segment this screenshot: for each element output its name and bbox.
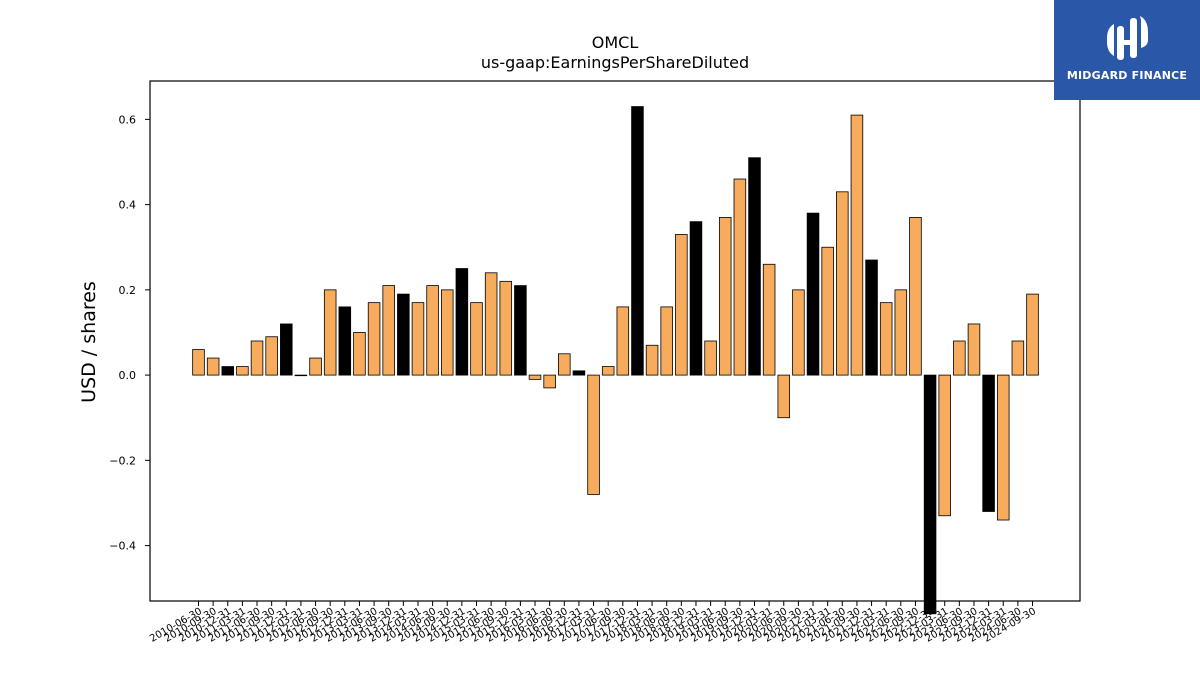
bar <box>294 374 308 377</box>
bar <box>206 357 220 376</box>
bar <box>982 374 995 512</box>
y-tick-label: −0.2 <box>109 454 136 467</box>
bar <box>250 340 264 376</box>
bar <box>879 302 893 376</box>
bar <box>543 374 556 389</box>
bar <box>528 374 542 380</box>
bar <box>909 216 922 376</box>
bar <box>353 332 366 376</box>
bar <box>836 191 849 376</box>
bar <box>280 323 293 376</box>
bar <box>806 212 820 376</box>
bar <box>236 366 249 376</box>
bar <box>499 280 513 376</box>
x-axis: 2010-06-302010-09-302010-12-312011-03-31… <box>148 601 1038 645</box>
bar <box>484 272 498 376</box>
bar <box>850 114 864 376</box>
bar <box>397 293 410 376</box>
y-tick-label: 0.4 <box>119 199 137 212</box>
bar <box>631 106 644 376</box>
bar <box>938 374 951 517</box>
bar <box>865 259 878 376</box>
bar <box>762 263 776 376</box>
bar <box>440 289 454 376</box>
chart-subtitle: us-gaap:EarningsPerShareDiluted <box>481 53 749 72</box>
bar <box>309 357 322 376</box>
bar <box>777 374 791 419</box>
bar <box>514 285 527 376</box>
bar <box>382 285 395 376</box>
y-tick-label: 0.6 <box>119 113 137 126</box>
y-tick-label: −0.4 <box>109 540 136 553</box>
y-tick-label: 0.0 <box>119 369 137 382</box>
bar <box>192 349 205 376</box>
bar <box>323 289 337 376</box>
bar <box>455 268 469 376</box>
bar <box>894 289 908 376</box>
bar <box>601 366 615 376</box>
bar <box>675 234 688 376</box>
bar <box>572 370 586 376</box>
bar <box>953 340 966 376</box>
logo-text: MIDGARD FINANCE <box>1066 69 1188 82</box>
bar <box>558 353 571 376</box>
bar <box>792 289 805 376</box>
y-axis: 0.6 0.4 0.2 0.0 −0.2 −0.4 <box>109 113 150 553</box>
bar <box>967 323 981 376</box>
bar <box>221 366 235 376</box>
bar <box>1011 340 1025 376</box>
bar <box>923 374 937 615</box>
bar <box>426 285 439 376</box>
bars <box>192 106 1039 615</box>
bar <box>616 306 630 376</box>
chart-title: OMCL <box>592 33 639 52</box>
bar <box>704 340 717 376</box>
y-tick-label: 0.2 <box>119 284 137 297</box>
logo-mark-icon <box>1107 16 1148 60</box>
bar <box>265 336 278 376</box>
brand-logo: MIDGARD FINANCE <box>1054 0 1200 100</box>
bar <box>587 374 600 495</box>
bar <box>718 216 732 376</box>
bar <box>645 344 659 376</box>
bar <box>733 178 747 376</box>
bar <box>689 221 703 376</box>
bar <box>411 302 425 376</box>
bar <box>367 302 381 376</box>
bar <box>1026 293 1039 376</box>
bar <box>660 306 673 376</box>
bar <box>821 246 834 376</box>
plot-frame <box>149 80 1081 602</box>
bar <box>470 302 483 376</box>
bar <box>338 306 352 376</box>
bar <box>748 157 761 376</box>
bar <box>996 374 1010 521</box>
y-axis-label: USD / shares <box>78 281 100 403</box>
